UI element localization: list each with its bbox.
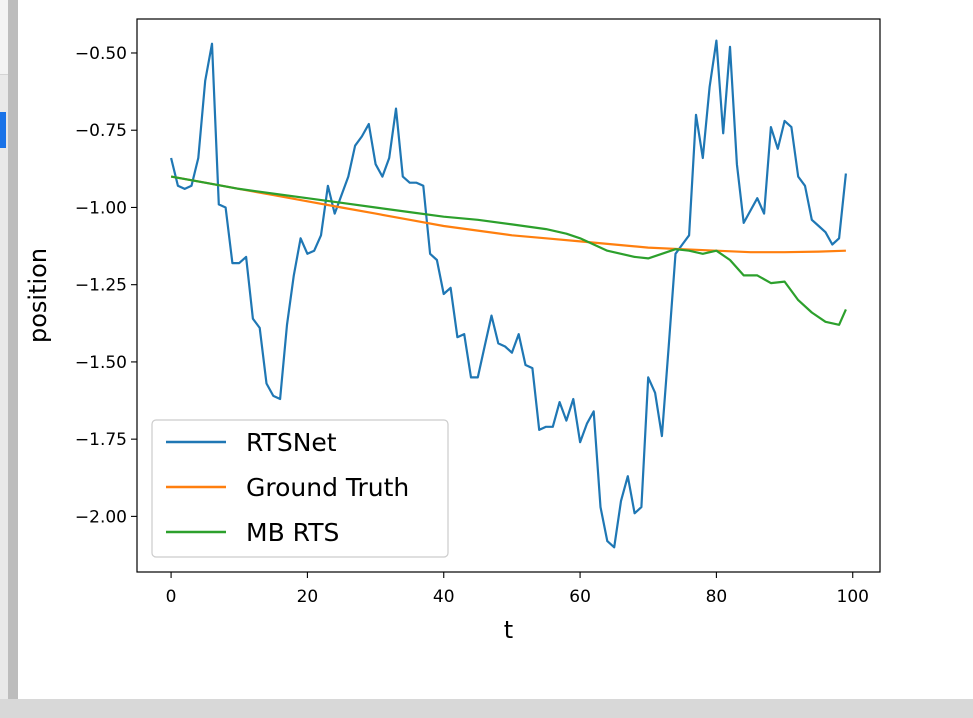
legend-box: [151, 419, 449, 558]
y-tick-label: −1.25: [75, 276, 127, 296]
y-tick-label: −0.50: [75, 44, 127, 64]
x-tick-label: 60: [569, 587, 591, 607]
y-tick-label: −0.75: [75, 121, 127, 141]
x-axis-label: t: [504, 616, 513, 644]
y-axis-label: position: [24, 248, 52, 343]
x-tick-label: 100: [837, 587, 869, 607]
legend-label: RTSNet: [246, 428, 337, 457]
legend-label: Ground Truth: [246, 473, 409, 502]
left-frame-scrollbar[interactable]: [8, 0, 18, 718]
y-tick-label: −2.00: [75, 507, 127, 527]
x-tick-label: 80: [706, 587, 728, 607]
legend-label: MB RTS: [246, 518, 339, 547]
legend: RTSNet Ground Truth MB RTS: [151, 419, 449, 558]
x-tick-label: 0: [166, 587, 177, 607]
line-chart: 0 20 40 60 80 100 −0.50 −0.75 −1.00 −1.25 −1.50 −1…: [24, 18, 881, 644]
series-layer: [170, 39, 847, 549]
x-axis: 0 20 40 60 80 100: [166, 572, 869, 607]
series-line-0: [170, 39, 847, 549]
y-tick-label: −1.50: [75, 353, 127, 373]
series-line-1: [170, 175, 846, 254]
y-axis: −0.50 −0.75 −1.00 −1.25 −1.50 −1.75 −2.00: [75, 44, 137, 527]
x-tick-label: 40: [433, 587, 455, 607]
bottom-scrollbar[interactable]: [0, 699, 973, 718]
left-frame-accent-marker: [0, 112, 6, 148]
y-tick-label: −1.75: [75, 430, 127, 450]
series-line-2: [170, 175, 847, 326]
plot-area-frame: [136, 18, 881, 573]
y-tick-label: −1.00: [75, 198, 127, 218]
chart-figure: 0 20 40 60 80 100 −0.50 −0.75 −1.00 −1.25 −1.50 −1…: [18, 0, 973, 699]
x-tick-label: 20: [297, 587, 319, 607]
left-window-frame: [0, 0, 18, 718]
